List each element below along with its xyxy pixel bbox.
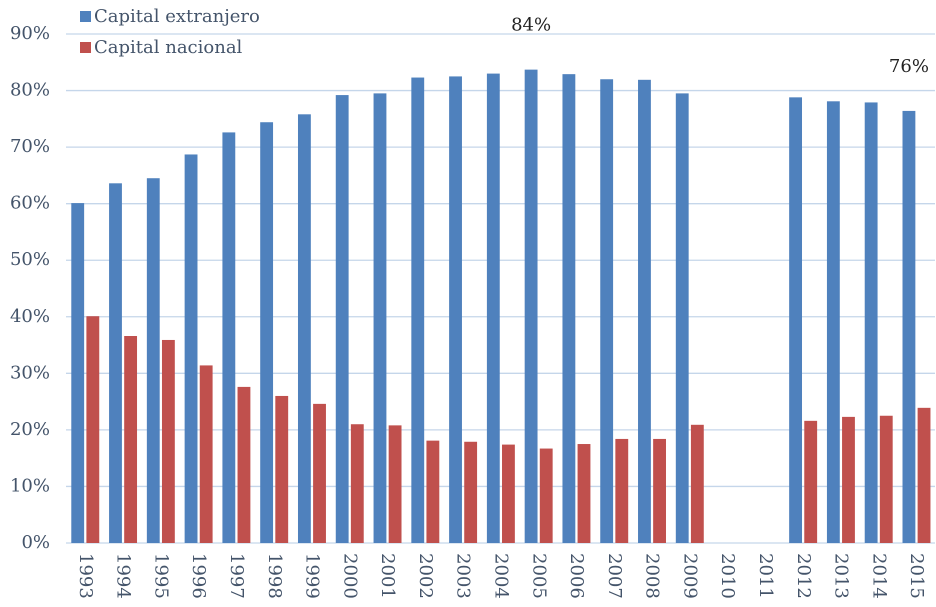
x-tick-label: 1996 [188, 553, 209, 599]
bar [864, 102, 878, 543]
bar [373, 93, 387, 543]
x-tick-label: 2000 [339, 553, 360, 599]
x-tick-label: 1999 [302, 553, 323, 599]
bar [335, 95, 349, 543]
y-tick-label: 80% [10, 80, 50, 101]
x-tick-label: 2003 [453, 553, 474, 599]
x-tick-label: 2015 [906, 553, 927, 599]
x-tick-label: 2009 [679, 553, 700, 599]
bar [109, 183, 122, 543]
bar [184, 154, 198, 544]
bar [600, 79, 614, 543]
x-tick-label: 2010 [717, 553, 738, 599]
bar [577, 444, 591, 543]
x-tick-label: 2012 [793, 553, 814, 599]
bar [638, 79, 651, 543]
bar [917, 407, 931, 543]
bar [879, 415, 893, 543]
bar [124, 336, 138, 543]
x-tick-label: 2002 [415, 553, 436, 599]
x-tick-label: 1997 [226, 553, 247, 599]
bar [486, 73, 500, 543]
x-tick-label: 2014 [868, 553, 889, 599]
legend-label: Capital nacional [94, 37, 243, 58]
bar [222, 132, 236, 543]
bar [275, 395, 289, 543]
data-label: 84% [511, 15, 551, 36]
x-tick-label: 2005 [528, 553, 549, 599]
legend-swatch [80, 11, 91, 22]
x-tick-label: 2013 [831, 553, 852, 599]
bar [297, 114, 311, 543]
bar [804, 420, 818, 543]
x-tick-label: 2006 [566, 553, 587, 599]
bar [161, 339, 175, 543]
bar [411, 77, 425, 543]
bar [615, 438, 629, 543]
bar [902, 110, 916, 543]
bar [313, 403, 326, 543]
x-tick-label: 1993 [75, 553, 96, 599]
y-tick-label: 70% [10, 136, 50, 157]
bar [789, 97, 803, 543]
x-tick-label: 1998 [264, 553, 285, 599]
x-tick-label: 2007 [604, 553, 625, 599]
bar [690, 424, 704, 543]
bar [449, 76, 462, 544]
bar [237, 386, 251, 543]
data-label: 76% [889, 56, 929, 77]
bar [539, 448, 553, 543]
bar [426, 440, 440, 543]
bar [842, 416, 855, 543]
x-tick-label: 1994 [113, 553, 134, 599]
bar [388, 425, 402, 543]
bar [464, 441, 478, 543]
x-tick-label: 1995 [150, 553, 171, 599]
legend-swatch [80, 42, 91, 53]
y-tick-label: 50% [10, 249, 50, 270]
bar [826, 101, 840, 543]
y-tick-label: 30% [10, 362, 50, 383]
legend-label: Capital extranjero [94, 6, 260, 27]
bar [502, 444, 515, 543]
y-tick-label: 90% [10, 23, 50, 44]
y-tick-label: 20% [10, 419, 50, 440]
y-tick-label: 40% [10, 306, 50, 327]
x-tick-label: 2008 [642, 553, 663, 599]
y-tick-label: 0% [21, 532, 50, 553]
y-tick-label: 60% [10, 193, 50, 214]
bar [199, 365, 213, 543]
x-tick-label: 2011 [755, 553, 776, 599]
bar [675, 93, 689, 543]
bar [260, 122, 274, 543]
x-tick-label: 2004 [491, 553, 512, 599]
bar [146, 178, 160, 543]
bar [653, 438, 666, 543]
bar [86, 316, 100, 543]
bar [350, 424, 364, 543]
y-tick-label: 10% [10, 475, 50, 496]
bar [71, 203, 85, 543]
x-tick-label: 2001 [377, 553, 398, 599]
bar [562, 74, 576, 543]
bar [524, 69, 538, 543]
